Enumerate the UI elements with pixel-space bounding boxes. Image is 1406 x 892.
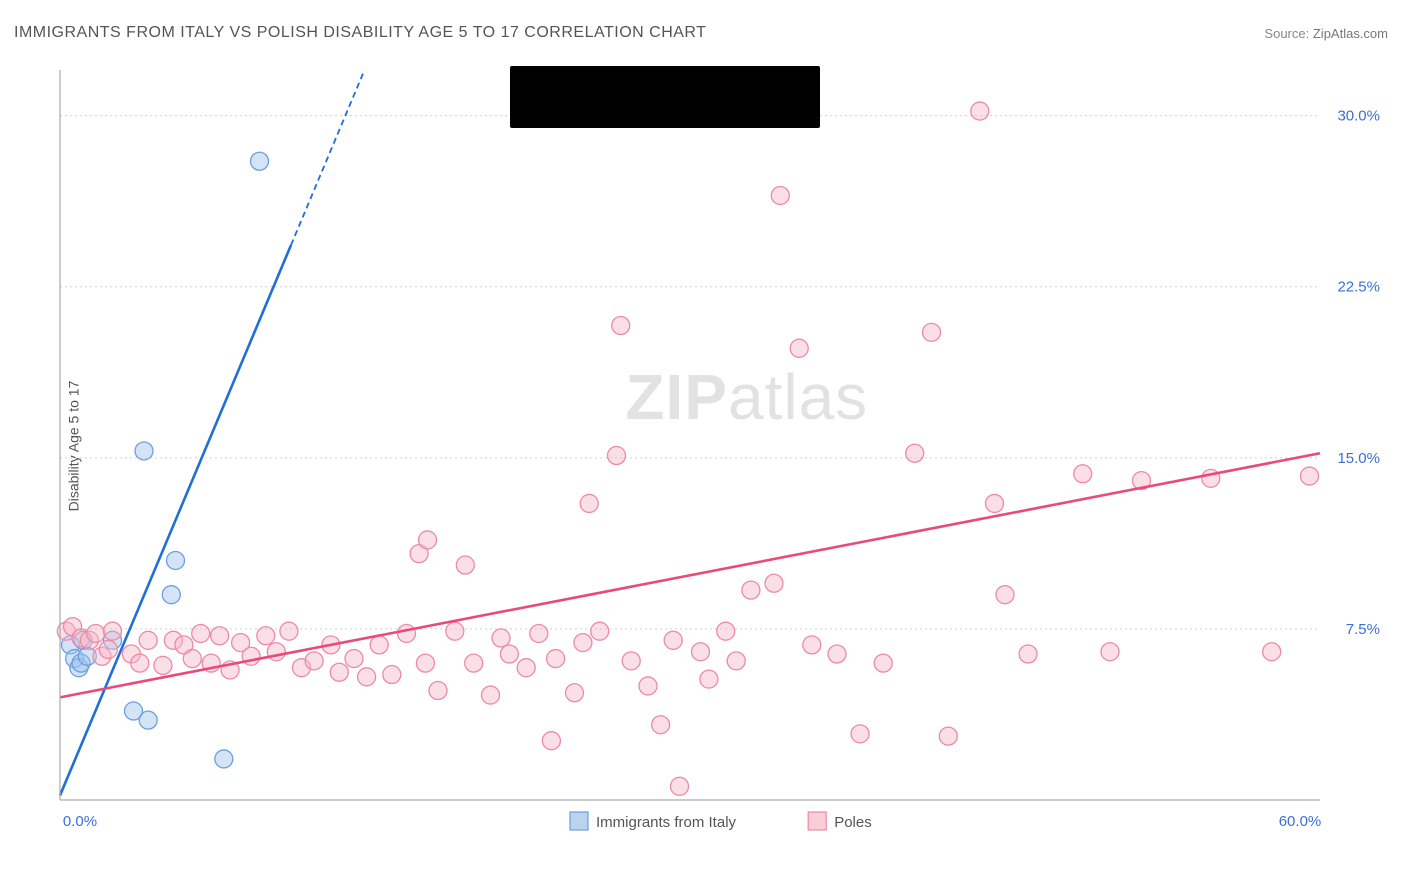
plot-area: ZIPatlas7.5%15.0%22.5%30.0%0.0%60.0%R =0… (50, 60, 1390, 840)
svg-text:ZIPatlas: ZIPatlas (625, 361, 868, 433)
svg-text:7.5%: 7.5% (1346, 621, 1380, 638)
source-label: Source: (1264, 26, 1309, 41)
svg-text:60.0%: 60.0% (1279, 813, 1322, 830)
svg-text:Immigrants from Italy: Immigrants from Italy (596, 814, 737, 831)
series-legend: Immigrants from Italy Poles (570, 812, 872, 831)
svg-text:15.0%: 15.0% (1337, 450, 1380, 467)
svg-text:Poles: Poles (834, 814, 872, 831)
source-attribution: Source: ZipAtlas.com (1264, 26, 1388, 41)
series-poles (57, 102, 1318, 795)
scatter-chart: ZIPatlas7.5%15.0%22.5%30.0%0.0%60.0%R =0… (50, 60, 1390, 840)
svg-text:0.0%: 0.0% (63, 813, 97, 830)
svg-text:30.0%: 30.0% (1337, 108, 1380, 125)
chart-title: IMMIGRANTS FROM ITALY VS POLISH DISABILI… (14, 24, 706, 42)
source-value: ZipAtlas.com (1313, 26, 1388, 41)
svg-text:22.5%: 22.5% (1337, 279, 1380, 296)
